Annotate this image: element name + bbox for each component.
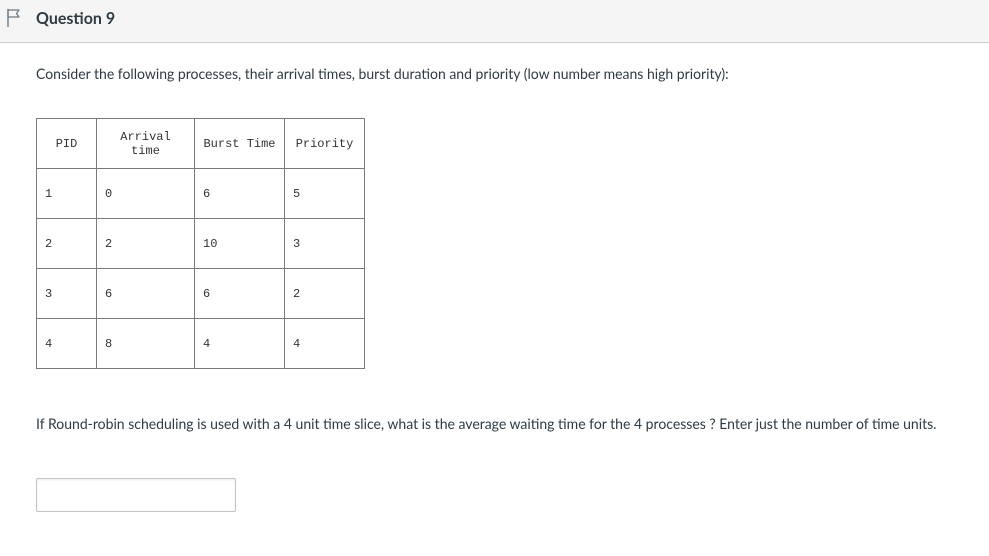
question-title: Question 9 [36, 9, 115, 28]
process-table: PID Arrival time Burst Time Priority 1 0… [36, 118, 365, 369]
flag-icon[interactable] [6, 8, 22, 28]
followup-text: If Round-robin scheduling is used with a… [36, 415, 953, 432]
table-cell: 2 [37, 219, 97, 269]
table-header-cell: Burst Time [195, 119, 285, 169]
table-cell: 1 [37, 169, 97, 219]
table-cell: 4 [285, 319, 365, 369]
table-row: 2 2 10 3 [37, 219, 365, 269]
answer-input[interactable] [36, 478, 236, 512]
question-header: Question 9 [0, 0, 989, 43]
table-cell: 6 [195, 169, 285, 219]
table-cell: 8 [97, 319, 195, 369]
intro-text: Consider the following processes, their … [36, 65, 953, 82]
table-cell: 2 [285, 269, 365, 319]
table-cell: 0 [97, 169, 195, 219]
table-cell: 3 [37, 269, 97, 319]
table-cell: 6 [195, 269, 285, 319]
table-cell: 10 [195, 219, 285, 269]
table-row: 3 6 6 2 [37, 269, 365, 319]
table-cell: 2 [97, 219, 195, 269]
table-cell: 4 [37, 319, 97, 369]
question-body: Consider the following processes, their … [0, 43, 989, 542]
table-cell: 5 [285, 169, 365, 219]
table-header-cell: Priority [285, 119, 365, 169]
table-header-row: PID Arrival time Burst Time Priority [37, 119, 365, 169]
table-row: 4 8 4 4 [37, 319, 365, 369]
table-row: 1 0 6 5 [37, 169, 365, 219]
table-cell: 6 [97, 269, 195, 319]
table-header-cell: PID [37, 119, 97, 169]
table-header-cell: Arrival time [97, 119, 195, 169]
table-cell: 4 [195, 319, 285, 369]
table-cell: 3 [285, 219, 365, 269]
